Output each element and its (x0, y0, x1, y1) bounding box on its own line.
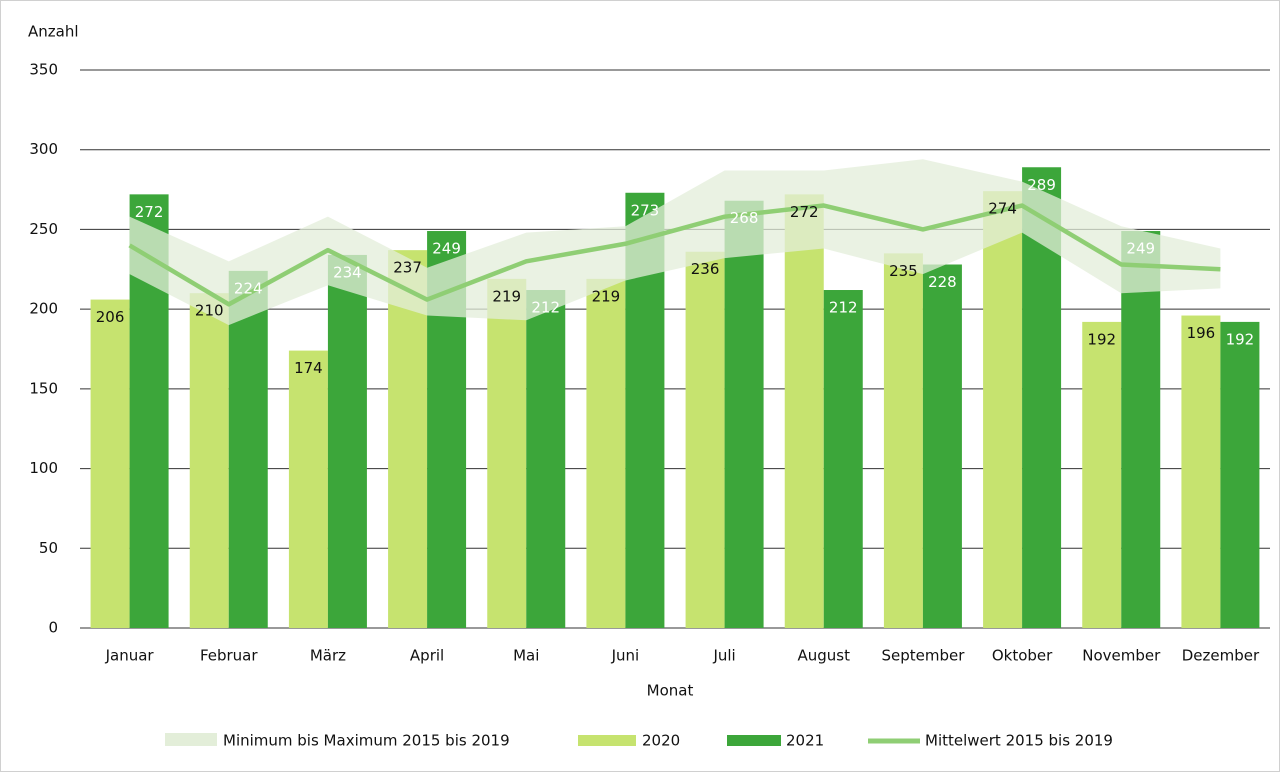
mean-line (128, 203, 1221, 307)
x-tick-label: Juli (712, 647, 735, 665)
value-label: 219 (592, 287, 621, 305)
legend-swatch-2020 (578, 735, 636, 746)
x-tick-label: August (798, 647, 851, 665)
legend-label: 2020 (642, 732, 680, 750)
bar (1121, 231, 1161, 628)
bar (90, 299, 130, 628)
value-label: 224 (234, 279, 263, 297)
bar (487, 278, 527, 628)
y-tick-label: 300 (29, 140, 58, 158)
value-label: 192 (1087, 330, 1116, 348)
value-label: 210 (195, 302, 224, 320)
bar (586, 278, 626, 628)
x-tick-label: März (310, 647, 346, 665)
y-tick-label: 250 (29, 220, 58, 238)
bar (1220, 321, 1260, 628)
value-label: 274 (988, 200, 1017, 218)
value-label: 235 (889, 262, 918, 280)
bar (526, 290, 566, 628)
x-tick-label: November (1082, 647, 1161, 665)
x-axis-title: Monat (647, 682, 694, 700)
value-label: 192 (1226, 330, 1255, 348)
value-label: 249 (432, 240, 461, 258)
value-label: 219 (492, 287, 521, 305)
legend-label: Mittelwert 2015 bis 2019 (925, 732, 1113, 750)
y-tick-label: 150 (29, 379, 58, 397)
bar (1181, 315, 1221, 628)
bar (228, 270, 268, 628)
y-tick-label: 0 (48, 619, 58, 637)
x-tick-label: Juni (611, 647, 640, 665)
x-tick-label: Januar (105, 647, 155, 665)
y-tick-label: 200 (29, 300, 58, 318)
value-label: 237 (393, 259, 422, 277)
value-label: 268 (730, 209, 759, 227)
y-axis-title: Anzahl (28, 23, 79, 41)
bar (288, 350, 328, 628)
x-tick-label: Dezember (1182, 647, 1260, 665)
bar (983, 191, 1023, 628)
value-label: 249 (1126, 240, 1155, 258)
x-tick-label: Mai (513, 647, 539, 665)
value-label: 236 (691, 260, 720, 278)
bar (724, 200, 764, 628)
y-tick-label: 350 (29, 61, 58, 79)
x-tick-label: Februar (200, 647, 258, 665)
value-label: 174 (294, 359, 323, 377)
bar (823, 290, 863, 628)
legend-swatch-band (165, 733, 217, 746)
x-tick-label: September (881, 647, 965, 665)
legend-label: Minimum bis Maximum 2015 bis 2019 (223, 732, 510, 750)
bar (1082, 321, 1122, 628)
bar (327, 254, 367, 629)
value-label: 212 (531, 299, 560, 317)
value-label: 196 (1187, 324, 1216, 342)
legend-swatch-2021 (727, 735, 781, 746)
x-tick-label: Oktober (992, 647, 1053, 665)
bar (685, 251, 725, 628)
value-label: 289 (1027, 176, 1056, 194)
range-band (129, 159, 1221, 326)
bar (922, 264, 962, 628)
value-label: 206 (96, 308, 125, 326)
value-label: 272 (135, 203, 164, 221)
y-tick-label: 100 (29, 459, 58, 477)
bar (189, 293, 229, 628)
value-label: 273 (631, 201, 660, 219)
x-tick-label: April (410, 647, 444, 665)
value-label: 212 (829, 299, 858, 317)
legend-label: 2021 (786, 732, 824, 750)
bar (883, 253, 923, 629)
bar (784, 194, 824, 628)
value-label: 228 (928, 273, 957, 291)
y-tick-label: 50 (39, 539, 58, 557)
value-label: 272 (790, 203, 819, 221)
value-label: 234 (333, 263, 362, 281)
